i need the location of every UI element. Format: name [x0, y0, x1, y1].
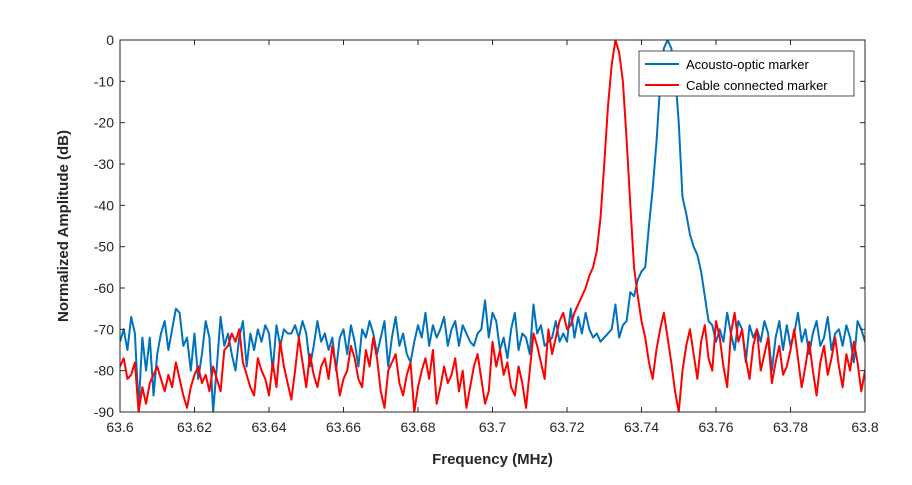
- x-tick-label: 63.78: [773, 419, 808, 435]
- series-line-cable-connected: [120, 40, 865, 412]
- x-tick-label: 63.64: [251, 419, 286, 435]
- y-tick-label: -30: [94, 156, 114, 172]
- y-axis-title: Normalized Amplitude (dB): [55, 130, 72, 322]
- x-tick-label: 63.74: [624, 419, 659, 435]
- x-tick-label: 63.72: [549, 419, 584, 435]
- x-axis-title: Frequency (MHz): [432, 451, 553, 468]
- y-tick-label: -60: [94, 280, 114, 296]
- x-tick-label: 63.68: [400, 419, 435, 435]
- legend-label-acousto-optic: Acousto-optic marker: [686, 57, 809, 72]
- y-tick-label: -50: [94, 239, 114, 255]
- legend-box: [638, 50, 855, 97]
- y-tick-label: -10: [94, 73, 114, 89]
- x-tick-label: 63.6: [106, 419, 133, 435]
- y-tick-label: -90: [94, 404, 114, 420]
- legend: Acousto-optic marker Cable connected mar…: [638, 50, 855, 97]
- x-tick-label: 63.66: [326, 419, 361, 435]
- x-tick-label: 63.62: [177, 419, 212, 435]
- x-tick-label: 63.7: [479, 419, 506, 435]
- y-tick-label: -80: [94, 363, 114, 379]
- x-tick-label: 63.76: [698, 419, 733, 435]
- y-tick-label: -70: [94, 321, 114, 337]
- y-tick-label: 0: [106, 32, 114, 48]
- y-tick-label: -40: [94, 197, 114, 213]
- series-line-acousto-optic: [120, 40, 865, 412]
- x-tick-label: 63.8: [851, 419, 878, 435]
- y-tick-label: -20: [94, 115, 114, 131]
- legend-label-cable-connected: Cable connected marker: [686, 78, 828, 93]
